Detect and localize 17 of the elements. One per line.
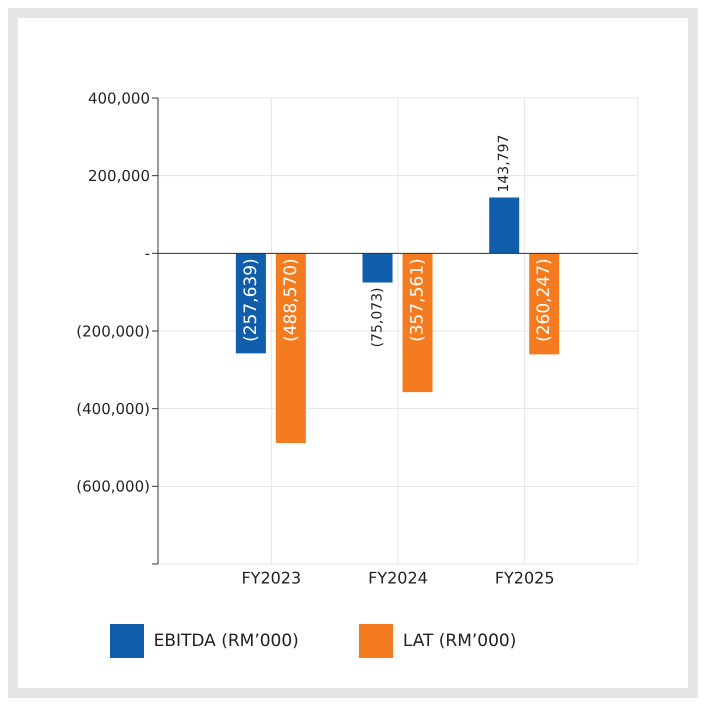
x-tick-label: FY2025 <box>494 568 555 588</box>
legend-label: LAT (RM’000) <box>402 630 516 651</box>
data-label: 143,797 <box>496 134 512 192</box>
data-label: (357,561) <box>408 258 428 342</box>
y-tick-label: 400,000 <box>88 89 150 108</box>
data-label: (488,570) <box>280 258 301 342</box>
y-tick-label: - <box>144 244 150 263</box>
data-label: (260,247) <box>534 258 554 342</box>
data-label: (75,073) <box>370 287 386 348</box>
x-tick-label: FY2024 <box>368 568 428 588</box>
legend-label: EBITDA (RM’000) <box>154 630 299 651</box>
y-tick-label: (600,000) <box>76 478 150 496</box>
x-tick-label: FY2023 <box>241 568 302 588</box>
y-tick-label: (400,000) <box>76 400 150 418</box>
y-tick-label: (200,000) <box>76 322 150 340</box>
data-label: (257,639) <box>240 258 261 342</box>
y-tick-label: 200,000 <box>88 166 150 185</box>
